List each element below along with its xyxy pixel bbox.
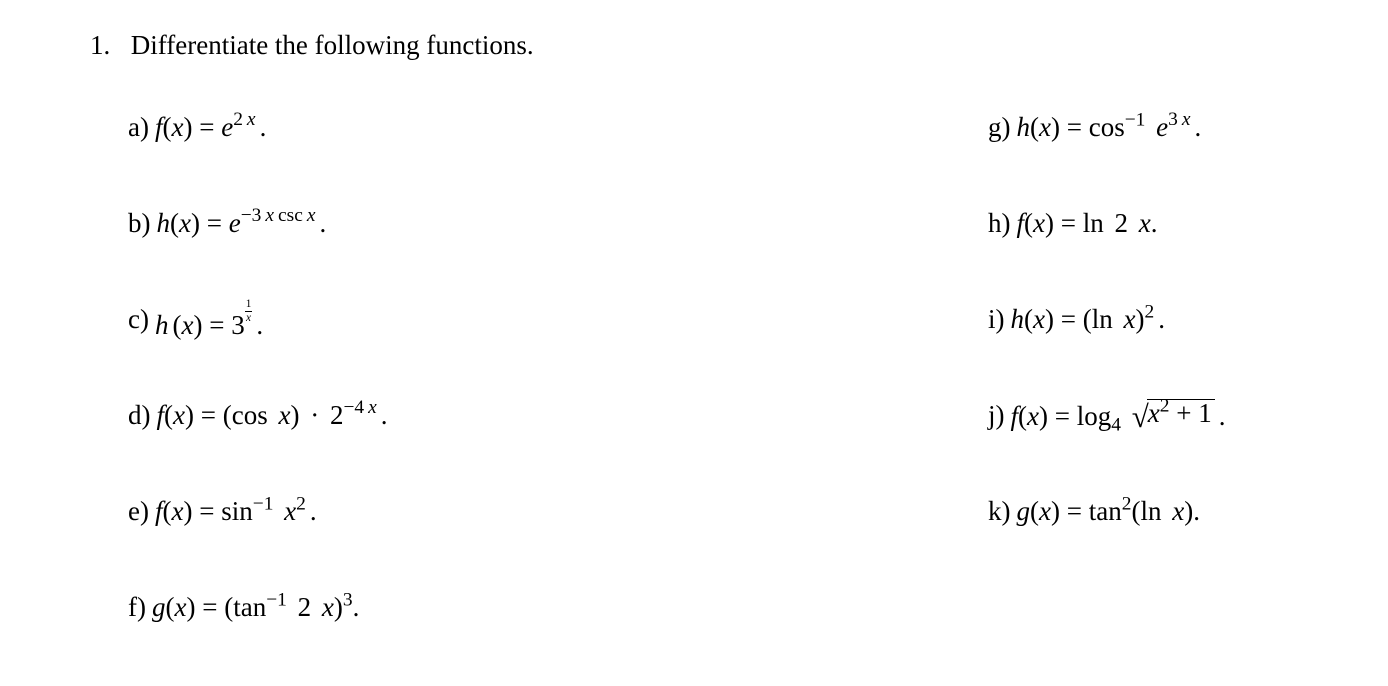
equation-g: h(x) = cos−1 e3x. [1017, 114, 1202, 141]
item-label: j) [988, 402, 1005, 429]
item-label: g) [988, 114, 1011, 141]
item-g: g) h(x) = cos−1 e3x. [988, 105, 1298, 149]
equation-k: g(x) = tan2(ln x). [1017, 498, 1200, 525]
item-b: b) h(x) = e−3xcscx. [128, 201, 988, 245]
equation-f: g(x) = (tan−1 2 x)3. [152, 594, 359, 621]
equation-e: f(x) = sin−1 x2. [155, 498, 317, 525]
problem-number: 1. [90, 30, 124, 61]
item-label: f) [128, 594, 146, 621]
equation-j: f(x) = log4 √x2 + 1. [1011, 399, 1226, 430]
item-a: a) f(x) = e2x. [128, 105, 988, 149]
equation-i: h(x) = (ln x)2. [1011, 306, 1165, 333]
item-d: d) f(x) = (cos x) · 2−4x. [128, 393, 988, 437]
item-label: k) [988, 498, 1011, 525]
item-label: e) [128, 498, 149, 525]
item-label: h) [988, 210, 1011, 237]
problem-columns: a) f(x) = e2x. b) h(x) = e−3xcscx. c) h(… [90, 105, 1298, 629]
equation-h: f(x) = ln 2 x. [1017, 210, 1158, 237]
equation-b: h(x) = e−3xcscx. [157, 210, 327, 237]
column-left: a) f(x) = e2x. b) h(x) = e−3xcscx. c) h(… [128, 105, 988, 629]
page: 1. Differentiate the following functions… [0, 0, 1388, 686]
item-c: c) h(x) = 31x. [128, 297, 988, 341]
item-label: a) [128, 114, 149, 141]
column-right: g) h(x) = cos−1 e3x. h) f(x) = ln 2 x. i… [988, 105, 1298, 629]
item-j: j) f(x) = log4 √x2 + 1. [988, 393, 1298, 437]
item-i: i) h(x) = (ln x)2. [988, 297, 1298, 341]
item-k: k) g(x) = tan2(ln x). [988, 489, 1298, 533]
item-label: d) [128, 402, 151, 429]
sqrt: √x2 + 1 [1132, 399, 1215, 430]
item-f: f) g(x) = (tan−1 2 x)3. [128, 585, 988, 629]
item-e: e) f(x) = sin−1 x2. [128, 489, 988, 533]
prompt-text: Differentiate the following functions. [131, 30, 534, 60]
problem-prompt: 1. Differentiate the following functions… [90, 30, 1298, 61]
equation-a: f(x) = e2x. [155, 114, 266, 141]
item-h: h) f(x) = ln 2 x. [988, 201, 1298, 245]
equation-c: h(x) = 31x. [155, 299, 263, 339]
item-label: c) [128, 306, 149, 333]
equation-d: f(x) = (cos x) · 2−4x. [157, 402, 388, 429]
item-label: b) [128, 210, 151, 237]
item-label: i) [988, 306, 1005, 333]
